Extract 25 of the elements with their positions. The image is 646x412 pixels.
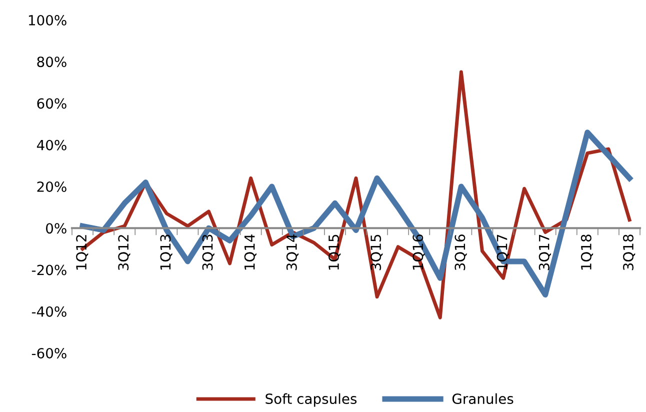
y-tick-label: -40% [32, 306, 66, 317]
x-tick-label: 3Q15 [370, 234, 383, 270]
x-tick-label: 1Q12 [76, 235, 88, 270]
y-tick-label: 20% [37, 181, 66, 192]
y-tick-label: 0% [46, 223, 66, 234]
x-tick-label: 3Q16 [454, 234, 467, 270]
y-tick-label: 100% [28, 14, 66, 26]
x-tick-label: 1Q15 [328, 234, 341, 270]
x-tick-label: 3Q14 [286, 234, 299, 270]
y-tick-label: -60% [32, 348, 66, 358]
y-tick-label: 80% [37, 56, 66, 68]
x-tick-label: 1Q18 [580, 234, 594, 270]
y-tick-label: 60% [37, 98, 66, 109]
x-tick-label: 1Q13 [160, 234, 172, 270]
x-tick-label: 3Q17 [538, 234, 551, 270]
x-tick-label: 1Q14 [244, 234, 256, 270]
x-tick-label: 1Q16 [412, 234, 425, 270]
x-tick-label: 3Q18 [623, 234, 636, 270]
x-tick-label: 1Q17 [496, 234, 509, 270]
y-tick-label: -20% [32, 264, 66, 276]
legend-label: Soft capsules [266, 393, 357, 407]
x-tick-label: 3Q13 [202, 234, 214, 270]
x-tick-label: 3Q12 [118, 235, 130, 270]
y-tick-label: 40% [36, 140, 66, 150]
legend-label: Granules [452, 393, 514, 404]
